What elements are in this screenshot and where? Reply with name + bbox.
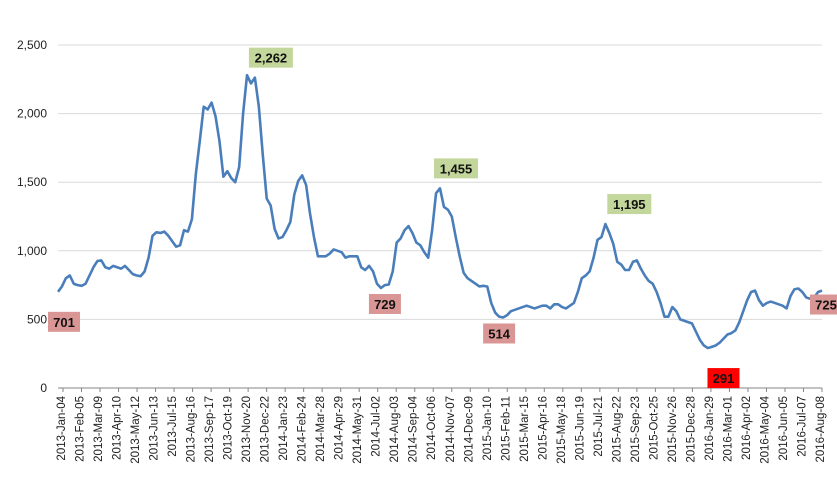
annotation-label: 1,455 (440, 161, 473, 176)
annotation-box (368, 293, 401, 314)
data-annotations: 701 2,262 729 1,455 514 1,195 291 725 (48, 47, 837, 389)
annotation-box (707, 368, 740, 389)
x-tick-label: 2015-Jul-21 (593, 396, 605, 457)
annotation-label: 2,262 (255, 51, 288, 66)
y-tick-label: 1,000 (17, 244, 47, 258)
x-tick-label: 2016-Mar-01 (722, 396, 734, 462)
x-tick-label: 2013-Sep-17 (204, 396, 216, 463)
x-tick-label: 2015-Jan-10 (482, 396, 494, 461)
annotation-label: 729 (374, 297, 396, 312)
x-tick-label: 2014-Aug-03 (389, 396, 401, 463)
y-tick-label: 2,500 (17, 38, 47, 52)
y-tick-label: 1,500 (17, 175, 47, 189)
x-tick-label: 2015-Mar-15 (519, 396, 531, 462)
annotation-label: 701 (53, 315, 75, 330)
x-tick-label: 2013-Jan-04 (56, 395, 68, 460)
x-tick-label: 2014-Nov-07 (445, 396, 457, 462)
x-tick-label: 2014-Sep-04 (408, 395, 420, 462)
x-tick-label: 2016-Jun-05 (778, 396, 790, 461)
gridlines (58, 44, 822, 320)
annotation-box (483, 323, 516, 344)
x-tick-label: 2013-Jul-15 (167, 396, 179, 457)
x-tick-label: 2016-Jul-07 (796, 396, 808, 457)
x-tick-label: 2013-Nov-20 (241, 396, 253, 462)
x-tick-label: 2015-Aug-22 (611, 396, 623, 463)
x-tick-label: 2015-Apr-16 (537, 396, 549, 460)
series-line (56, 73, 823, 350)
annotation-label: 514 (488, 326, 510, 341)
x-tick-label: 2016-May-04 (759, 395, 771, 463)
x-tick-label: 2013-Mar-09 (93, 396, 105, 462)
x-tick-label: 2016-Aug-08 (815, 396, 827, 463)
x-tick-label: 2016-Jan-29 (704, 396, 716, 461)
x-tick-label: 2014-Jul-02 (371, 396, 383, 457)
x-tick-label: 2014-Mar-28 (315, 396, 327, 462)
x-tick-label: 2014-Apr-29 (334, 396, 346, 460)
x-tick-label: 2013-Apr-10 (112, 396, 124, 460)
x-tick-label: 2015-Sep-23 (630, 396, 642, 463)
annotation-box (810, 294, 837, 315)
x-axis-ticks: 2013-Jan-04 2013-Feb-05 2013-Mar-09 2013-Ap… (56, 388, 827, 464)
x-tick-label: 2013-Feb-05 (75, 396, 87, 462)
x-tick-label: 2015-Nov-26 (667, 396, 679, 462)
x-tick-label: 2013-Aug-16 (186, 396, 198, 463)
x-tick-label: 2015-Dec-28 (685, 396, 697, 462)
annotation-box (48, 311, 80, 332)
x-tick-label: 2014-Dec-09 (463, 396, 475, 462)
y-tick-label: 0 (40, 381, 47, 395)
annotation-box (248, 47, 293, 68)
annotation-box (434, 158, 478, 179)
y-axis-ticks: 0 500 1,000 1,500 2,000 2,500 (17, 38, 47, 395)
x-tick-label: 2016-Apr-02 (741, 396, 753, 460)
x-tick-label: 2014-Oct-06 (426, 396, 438, 460)
x-tick-label: 2015-May-18 (556, 396, 568, 464)
x-tick-label: 2014-Feb-24 (297, 395, 309, 461)
annotation-label: 725 (815, 298, 837, 313)
x-tick-label: 2015-Jun-19 (574, 396, 586, 461)
x-tick-label: 2015-Oct-25 (648, 396, 660, 460)
x-tick-label: 2013-Oct-19 (223, 396, 235, 460)
x-tick-label: 2015-Feb-11 (500, 396, 512, 461)
annotation-label: 291 (713, 371, 735, 386)
annotation-box (607, 194, 652, 215)
x-tick-label: 2014-May-31 (352, 396, 364, 464)
x-tick-label: 2013-May-12 (130, 396, 142, 464)
y-tick-label: 2,000 (17, 107, 47, 121)
y-tick-label: 500 (27, 312, 47, 326)
x-tick-label: 2013-Jun-13 (149, 396, 161, 461)
x-tick-label: 2014-Jan-23 (278, 396, 290, 461)
annotation-label: 1,195 (613, 197, 646, 212)
x-tick-label: 2013-Dec-22 (260, 396, 272, 462)
